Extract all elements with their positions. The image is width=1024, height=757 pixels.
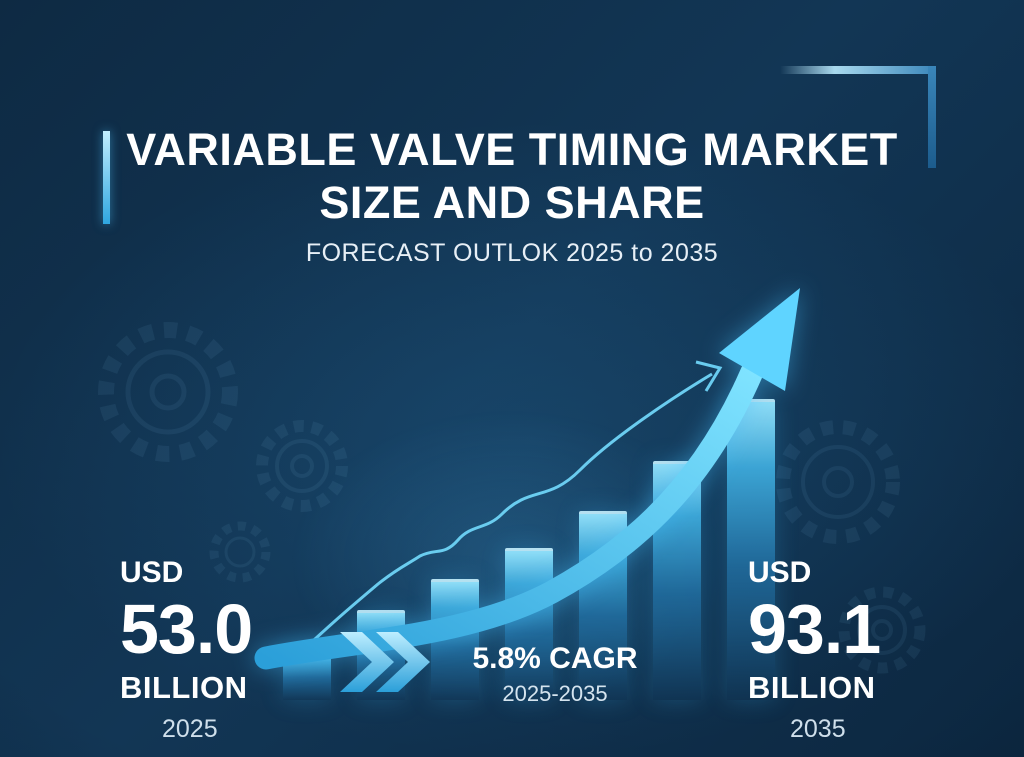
title-line-2: SIZE AND SHARE	[319, 176, 705, 228]
stat-2035-unit: BILLION	[748, 670, 876, 705]
stat-2025-year: 2025	[162, 715, 218, 743]
stat-2035: USD 93.1 BILLION 2035	[748, 556, 881, 744]
stat-2025: USD 53.0 BILLION 2025	[120, 556, 253, 744]
stat-2025-value: 53.0	[120, 590, 253, 668]
cagr-callout: 5.8% CAGR 2025-2035	[440, 642, 670, 707]
stat-2035-currency: USD	[748, 556, 812, 589]
cagr-rate: 5.8% CAGR	[472, 642, 638, 675]
chart-bar	[283, 647, 331, 700]
subtitle: FORECAST OUTLOK 2025 to 2035	[305, 239, 719, 268]
stat-2025-currency: USD	[120, 556, 184, 589]
stat-2035-value: 93.1	[748, 590, 881, 668]
title-accent-bar	[103, 131, 110, 224]
header: VARIABLE VALVE TIMING MARKET SIZE AND SH…	[0, 124, 1024, 268]
cagr-period: 2025-2035	[502, 681, 608, 706]
chart-bar	[357, 610, 405, 700]
stat-2035-year: 2035	[790, 715, 846, 743]
title-line-1: VARIABLE VALVE TIMING MARKET	[126, 124, 898, 175]
stat-2025-unit: BILLION	[120, 670, 248, 705]
page-title: VARIABLE VALVE TIMING MARKET SIZE AND SH…	[0, 124, 1024, 229]
